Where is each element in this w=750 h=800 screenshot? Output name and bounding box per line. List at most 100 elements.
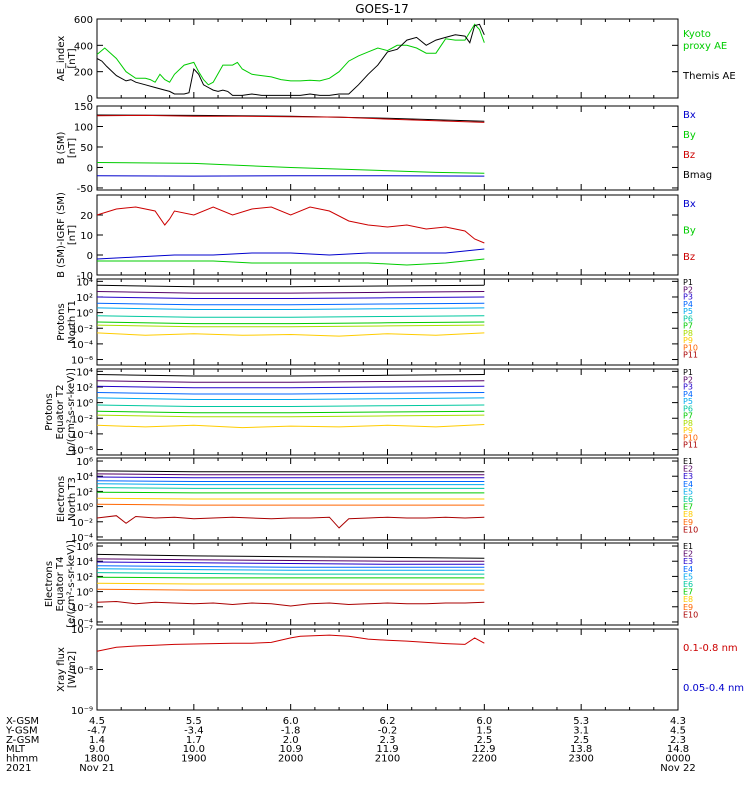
legend-entry: P8 <box>683 329 693 338</box>
series-line-p6 <box>96 404 485 407</box>
series-line-e3 <box>96 476 485 479</box>
series-line-p3 <box>96 385 485 389</box>
series-line-by <box>96 162 485 174</box>
y-tick-label: 100 <box>74 122 93 133</box>
series-line-p5 <box>96 307 485 310</box>
legend-entry: E1 <box>683 542 693 551</box>
chart-title: GOES-17 <box>355 2 409 16</box>
y-axis-label: Protons <box>56 303 67 340</box>
legend-entry: E3 <box>683 472 693 481</box>
x-tick-label: 2000 <box>278 754 303 765</box>
x-row-label: X-GSM <box>6 716 39 727</box>
y-tick-label: 10⁻⁶ <box>71 446 93 457</box>
x-tick-label: 1.5 <box>476 725 492 736</box>
y-tick-label: 10⁻⁴ <box>71 533 93 544</box>
x-tick-label: 12.9 <box>473 744 495 755</box>
legend-entry: P10 <box>683 433 698 442</box>
legend-entry: P2 <box>683 375 693 384</box>
y-tick-label: 10⁶ <box>76 457 93 468</box>
y-axis-label: Equator T4 <box>55 557 66 612</box>
y-tick-label: 0 <box>87 94 93 105</box>
y-axis-label: Equator T2 <box>55 385 66 440</box>
panel-3: -10 0 10 20 B (SM)-IGRF (SM) [nT] Bx By Bz <box>56 192 696 282</box>
legend-entry: P7 <box>683 322 693 331</box>
panel-frame <box>96 18 679 99</box>
series-line-e10 <box>96 515 485 529</box>
y-tick-label: 10⁴ <box>76 277 93 288</box>
legend-entry: P4 <box>683 300 693 309</box>
x-tick-label: Nov 21 <box>79 763 114 774</box>
y-tick-label: 10⁻⁴ <box>71 430 93 441</box>
y-tick-label: 10² <box>76 572 93 583</box>
legend-entry: Bx <box>683 199 696 210</box>
y-tick-label: 10⁻² <box>71 414 93 425</box>
y-axis-label: [e/(cm²-s-sr-keV)] <box>66 540 77 628</box>
x-tick-label: 1.4 <box>89 735 105 746</box>
x-row-label: 2021 <box>6 763 31 774</box>
y-tick-label: 10⁴ <box>76 367 93 378</box>
series-line-p9 <box>96 424 485 429</box>
x-tick-label: 2300 <box>568 754 593 765</box>
y-axis-label: [nT] <box>67 225 78 245</box>
legend-entry: E2 <box>683 550 693 559</box>
legend-entry: P11 <box>683 351 698 360</box>
y-tick-label: 10² <box>76 487 93 498</box>
legend-entry: E4 <box>683 480 693 489</box>
series-line-e8 <box>96 497 485 500</box>
y-tick-label: 10⁶ <box>76 542 93 553</box>
y-tick-label: 10⁴ <box>76 472 93 483</box>
legend-entry: E7 <box>683 588 693 597</box>
series-line-e10 <box>96 600 485 607</box>
y-tick-label: 10⁻⁴ <box>71 340 93 351</box>
legend-entry: Bz <box>683 252 695 263</box>
panel-7: 10⁶ 10⁴ 10² 10⁰ 10⁻² 10⁻⁴ Electrons Equator T4[… <box>44 540 698 629</box>
y-tick-label: 10⁴ <box>76 557 93 568</box>
panel-2: -50 0 50 100 150 B (SM) [nT] Bx By Bz Bmag <box>56 102 712 195</box>
legend-entry: E6 <box>683 580 693 589</box>
series-line-e7 <box>96 491 485 494</box>
y-tick-label: 10⁻² <box>71 518 93 529</box>
x-tick-label: 2.3 <box>380 735 396 746</box>
y-tick-label: 10⁻⁸ <box>71 666 93 677</box>
x-tick-label: Nov 22 <box>660 763 695 774</box>
legend-entry: By <box>683 225 696 236</box>
y-tick-label: 10⁻⁴ <box>71 618 93 629</box>
legend-entry: 0.05-0.4 nm <box>683 683 744 694</box>
panel-frame <box>96 628 679 711</box>
legend-entry: E10 <box>683 525 698 534</box>
x-row-label: Y-GSM <box>5 725 38 736</box>
legend-entry: Bz <box>683 150 695 161</box>
x-tick-label: 1900 <box>181 754 206 765</box>
legend-entry: E9 <box>683 518 693 527</box>
x-row-label: MLT <box>6 744 26 755</box>
legend-entry: By <box>683 130 696 141</box>
series-line-e3 <box>96 561 485 565</box>
y-tick-label: 0 <box>87 163 93 174</box>
y-axis-label: Xray flux <box>56 647 67 692</box>
y-tick-label: 400 <box>74 41 93 52</box>
series-line-e1 <box>96 553 485 559</box>
panel-frame <box>96 194 679 276</box>
series-line-by <box>97 258 485 266</box>
series-line-p2 <box>96 291 485 294</box>
y-tick-label: 10⁻⁶ <box>71 356 93 367</box>
x-tick-label: 4.5 <box>89 716 105 727</box>
series-line-bz <box>96 206 485 244</box>
series-line-e1 <box>96 470 485 473</box>
x-tick-label: 2.5 <box>573 735 589 746</box>
y-tick-label: 20 <box>80 211 93 222</box>
legend-entry: Kyoto <box>683 29 711 40</box>
legend-entry: P1 <box>683 368 693 377</box>
x-row-label: hhmm <box>6 754 38 765</box>
x-tick-label: 2.3 <box>670 735 686 746</box>
legend-entry: E1 <box>683 457 693 466</box>
y-tick-label: 200 <box>74 68 93 79</box>
legend-entry: P5 <box>683 307 693 316</box>
x-tick-label: 10.9 <box>280 744 302 755</box>
series-line-e2 <box>96 558 485 562</box>
series-line-p1 <box>96 374 485 377</box>
series-line-e9 <box>96 503 485 506</box>
series-line-e2 <box>96 473 485 476</box>
series-line-p5 <box>96 397 485 400</box>
